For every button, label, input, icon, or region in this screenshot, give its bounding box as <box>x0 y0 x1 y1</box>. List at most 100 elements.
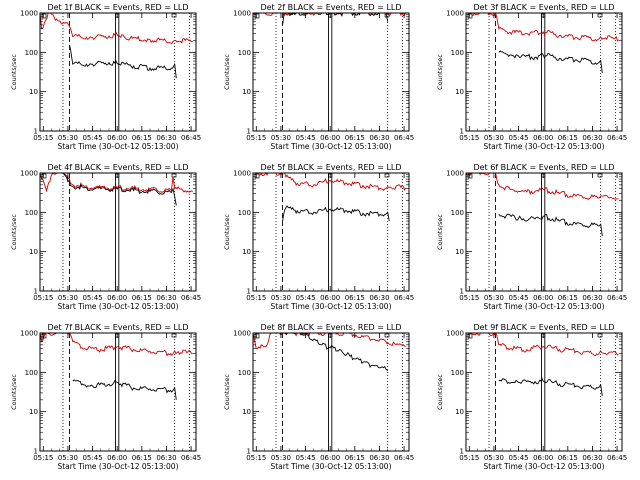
y-axis-label: Counts/sec <box>436 214 444 250</box>
y-tick-label: 10 <box>29 248 38 256</box>
y-tick-label: 100 <box>25 49 38 57</box>
x-tick-label: 05:15 <box>33 134 53 142</box>
y-tick-label: 10 <box>29 88 38 96</box>
marker-box <box>597 333 603 338</box>
series-group <box>253 13 407 25</box>
chart-title: Det 6f BLACK = Events, RED = LLD <box>473 163 614 172</box>
x-tick-label: 05:45 <box>295 454 315 462</box>
marker-box <box>171 333 177 338</box>
lld-series-line <box>466 333 619 356</box>
events-series-line <box>282 13 389 25</box>
y-tick-label: 1000 <box>233 10 251 18</box>
x-tick-label: 06:00 <box>320 294 340 302</box>
y-tick-label: 1 <box>247 448 251 456</box>
x-axis-label: Start Time (30-Oct-12 05:13:00) <box>270 302 391 311</box>
lld-series-line <box>253 333 406 350</box>
chart-panel: Det 4f BLACK = Events, RED = LLD 1 10 100 10… <box>10 163 201 311</box>
y-tick-label: 1000 <box>446 170 464 178</box>
x-tick-label: 05:30 <box>271 134 291 142</box>
x-axis-label: Start Time (30-Oct-12 05:13:00) <box>57 462 178 471</box>
series-group <box>40 13 193 79</box>
x-tick-label: 06:15 <box>345 454 365 462</box>
marker-box <box>171 173 177 178</box>
x-tick-label: 05:15 <box>459 294 479 302</box>
x-tick-label: 06:30 <box>582 454 602 462</box>
x-tick-label: 06:45 <box>607 294 627 302</box>
y-tick-label: 1000 <box>233 170 251 178</box>
x-tick-label: 05:15 <box>459 134 479 142</box>
x-axis-label: Start Time (30-Oct-12 05:13:00) <box>57 302 178 311</box>
marker-box <box>467 333 473 339</box>
x-tick-label: 06:00 <box>107 294 127 302</box>
marker-box <box>467 13 473 19</box>
plot-frame <box>465 332 623 452</box>
marker-box <box>254 173 260 179</box>
x-tick-label: 05:45 <box>82 454 102 462</box>
marker-box <box>597 13 603 18</box>
x-tick-label: 05:45 <box>82 134 102 142</box>
x-tick-label: 06:15 <box>345 134 365 142</box>
y-tick-label: 100 <box>25 369 38 377</box>
chart-panel: Det 1f BLACK = Events, RED = LLD 1 10 100 10… <box>10 3 201 151</box>
chart-panel: Det 8f BLACK = Events, RED = LLD 1 10 100 10… <box>223 323 414 471</box>
marker-box <box>41 13 47 19</box>
x-tick-label: 06:30 <box>369 134 389 142</box>
x-tick-label: 06:45 <box>394 294 414 302</box>
x-tick-label: 06:15 <box>558 294 578 302</box>
y-axis-label: Counts/sec <box>223 374 231 410</box>
series-group <box>40 173 193 206</box>
y-axis-label: Counts/sec <box>223 54 231 90</box>
y-tick-label: 1 <box>34 128 38 136</box>
x-tick-label: 06:00 <box>533 134 553 142</box>
x-axis-label: Start Time (30-Oct-12 05:13:00) <box>483 462 604 471</box>
x-tick-label: 06:00 <box>533 454 553 462</box>
x-tick-label: 05:30 <box>484 294 504 302</box>
lld-series-line <box>253 173 407 191</box>
y-tick-label: 100 <box>25 209 38 217</box>
x-tick-label: 05:45 <box>508 134 528 142</box>
x-tick-label: 05:15 <box>459 454 479 462</box>
plot-frame <box>465 12 623 132</box>
events-series-line <box>498 50 603 73</box>
chart-title: Det 3f BLACK = Events, RED = LLD <box>473 3 614 12</box>
x-tick-label: 05:45 <box>508 294 528 302</box>
series-group <box>466 173 619 237</box>
chart-title: Det 5f BLACK = Events, RED = LLD <box>260 163 401 172</box>
x-tick-label: 05:45 <box>82 294 102 302</box>
plot-frame <box>252 172 410 292</box>
events-series-line <box>72 379 177 400</box>
plot-frame <box>39 332 197 452</box>
plot-frame <box>39 172 197 292</box>
x-tick-label: 05:45 <box>295 294 315 302</box>
x-tick-label: 06:00 <box>107 454 127 462</box>
x-tick-label: 06:15 <box>345 294 365 302</box>
x-axis-label: Start Time (30-Oct-12 05:13:00) <box>483 302 604 311</box>
y-tick-label: 1 <box>34 448 38 456</box>
y-axis-label: Counts/sec <box>10 214 18 250</box>
x-tick-label: 06:15 <box>132 454 152 462</box>
x-tick-label: 06:45 <box>394 454 414 462</box>
y-axis-label: Counts/sec <box>436 54 444 90</box>
lld-series-line <box>40 173 193 193</box>
x-tick-label: 05:45 <box>508 454 528 462</box>
x-tick-label: 06:30 <box>369 294 389 302</box>
chart-title: Det 8f BLACK = Events, RED = LLD <box>260 323 401 332</box>
chart-panel: Det 3f BLACK = Events, RED = LLD 1 10 100 10… <box>436 3 627 151</box>
x-tick-label: 05:30 <box>58 454 78 462</box>
chart-panel: Det 7f BLACK = Events, RED = LLD 1 10 100 10… <box>10 323 201 471</box>
marker-box <box>467 173 473 179</box>
y-axis-label: Counts/sec <box>10 54 18 90</box>
events-series-line <box>498 213 603 237</box>
lld-series-line <box>40 333 193 357</box>
y-tick-label: 10 <box>455 88 464 96</box>
x-tick-label: 06:45 <box>607 454 627 462</box>
y-axis-label: Counts/sec <box>10 374 18 410</box>
x-tick-label: 05:15 <box>33 454 53 462</box>
chart-title: Det 2f BLACK = Events, RED = LLD <box>260 3 401 12</box>
x-tick-label: 06:00 <box>320 134 340 142</box>
x-tick-label: 06:45 <box>394 134 414 142</box>
x-tick-label: 06:45 <box>181 134 201 142</box>
chart-panel: Det 2f BLACK = Events, RED = LLD 1 10 100 10… <box>223 3 414 151</box>
marker-box <box>254 13 260 19</box>
marker-box <box>171 13 177 18</box>
